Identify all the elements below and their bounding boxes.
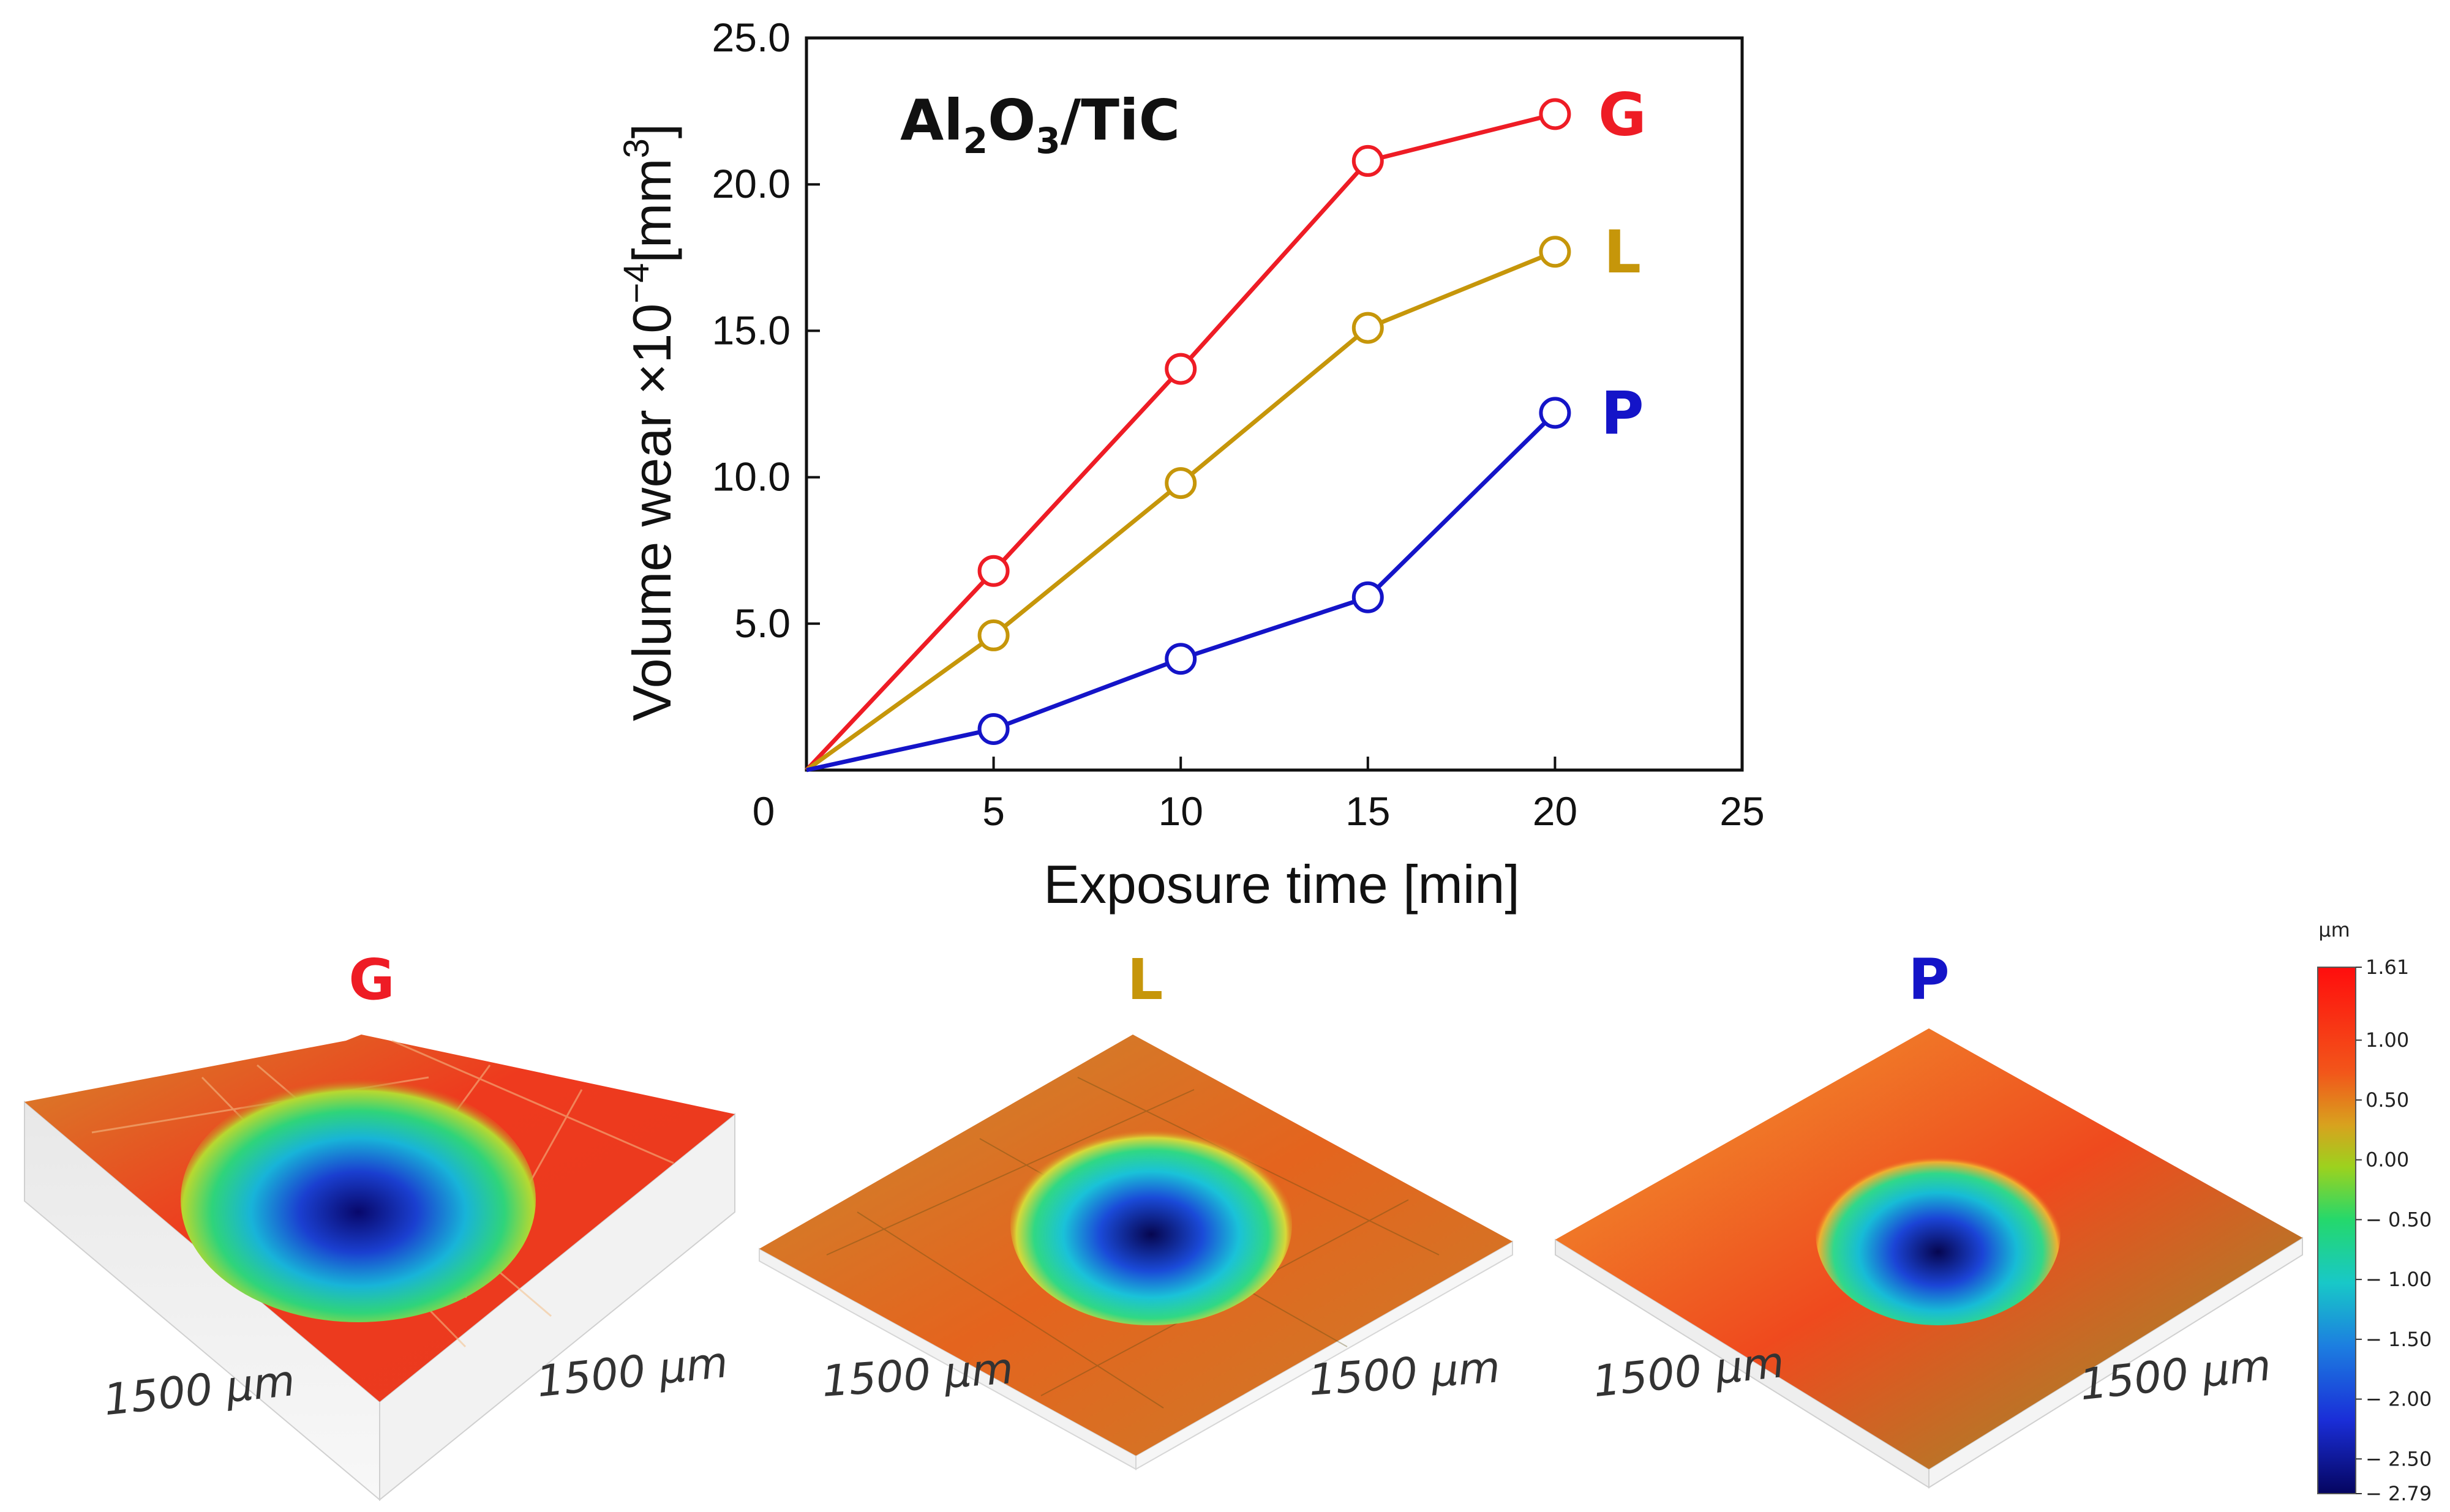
data-point xyxy=(1539,397,1571,429)
surface-panel-g: G 1500 μm 1500 μm xyxy=(24,947,735,1502)
material-label: Al2O3/TiC xyxy=(900,88,1180,162)
series-layer: G L P xyxy=(805,80,1647,773)
colorbar-tick-label: 1.61 xyxy=(2365,956,2409,979)
colorbar-tick-label: − 2.79 xyxy=(2365,1482,2432,1505)
height-colorbar: μm 1.61 1.00 0.50 0.00 − 0.50 − 1.00 − 1.50 − 2… xyxy=(2317,918,2432,1505)
y-tick-label: 5.0 xyxy=(734,601,791,646)
plot-frame xyxy=(805,36,1744,772)
y-tick-label: 15.0 xyxy=(712,307,791,353)
data-point xyxy=(1539,236,1571,268)
series-p: P xyxy=(806,379,1644,773)
y-tick-label: 10.0 xyxy=(712,454,791,500)
wear-crater xyxy=(1816,1142,2061,1325)
colorbar-gradient xyxy=(2317,967,2356,1494)
colorbar-tick-label: − 1.50 xyxy=(2365,1328,2432,1351)
colorbar-tick-label: − 1.00 xyxy=(2365,1268,2432,1291)
colorbar-tick-label: 0.00 xyxy=(2365,1148,2409,1172)
x-axis-ticks: 0 5 10 15 20 25 xyxy=(753,757,1765,834)
volume-wear-chart: 5.0 10.0 15.0 20.0 25.0 0 5 10 15 20 25 G L P Al2O3… xyxy=(617,15,1765,915)
dimension-label-left: 1500 μm xyxy=(1591,1337,1787,1407)
data-point xyxy=(1539,98,1571,130)
dimension-label-left: 1500 μm xyxy=(102,1355,298,1425)
series-label: P xyxy=(1601,379,1644,447)
wear-crater xyxy=(181,1077,536,1322)
y-tick-label: 25.0 xyxy=(712,15,791,60)
data-point xyxy=(1165,353,1197,385)
series-label: L xyxy=(1604,218,1641,286)
data-point xyxy=(977,555,1010,587)
wear-crater xyxy=(1010,1123,1292,1325)
data-point xyxy=(1165,643,1197,675)
x-tick-label: 25 xyxy=(1719,788,1764,834)
colorbar-ticks: 1.61 1.00 0.50 0.00 − 0.50 − 1.00 − 1.50 − 2.00… xyxy=(2356,956,2432,1505)
colorbar-tick-label: 1.00 xyxy=(2365,1028,2409,1052)
colorbar-tick-label: − 2.50 xyxy=(2365,1447,2432,1470)
surface-panel-l: L 1500 μm 1500 μm xyxy=(759,947,1513,1470)
data-point xyxy=(1165,467,1197,500)
y-tick-label: 20.0 xyxy=(712,161,791,206)
x-tick-label: 10 xyxy=(1158,788,1203,834)
series-line xyxy=(806,411,1557,773)
series-g: G xyxy=(805,80,1647,772)
series-l: L xyxy=(805,218,1641,772)
colorbar-tick-label: − 2.00 xyxy=(2365,1388,2432,1411)
series-line xyxy=(805,249,1556,772)
data-point xyxy=(977,713,1010,746)
x-tick-label: 20 xyxy=(1533,788,1577,834)
data-point xyxy=(977,619,1010,651)
panel-title-p: P xyxy=(1908,947,1949,1012)
x-tick-label: 15 xyxy=(1345,788,1390,834)
y-axis-label: Volume wear ×10−4[mm3] xyxy=(617,124,682,721)
y-axis-ticks: 5.0 10.0 15.0 20.0 25.0 xyxy=(712,15,820,646)
data-point xyxy=(1351,312,1384,344)
panel-title-g: G xyxy=(348,947,395,1012)
x-tick-label: 0 xyxy=(753,788,775,834)
colorbar-tick-label: 0.50 xyxy=(2365,1088,2409,1112)
colorbar-unit: μm xyxy=(2318,918,2350,941)
dimension-label-left: 1500 μm xyxy=(820,1343,1015,1407)
surface-maps: G 1500 μm 1500 μm L xyxy=(24,918,2432,1505)
colorbar-tick-label: − 0.50 xyxy=(2365,1208,2432,1231)
panel-title-l: L xyxy=(1127,947,1163,1012)
x-tick-label: 5 xyxy=(982,788,1005,834)
data-point xyxy=(1351,144,1384,177)
data-point xyxy=(1351,581,1384,613)
x-axis-label: Exposure time [min] xyxy=(1043,854,1520,915)
series-label: G xyxy=(1598,80,1647,149)
surface-panel-p: P 1500 μm 1500 μm xyxy=(1555,947,2303,1489)
